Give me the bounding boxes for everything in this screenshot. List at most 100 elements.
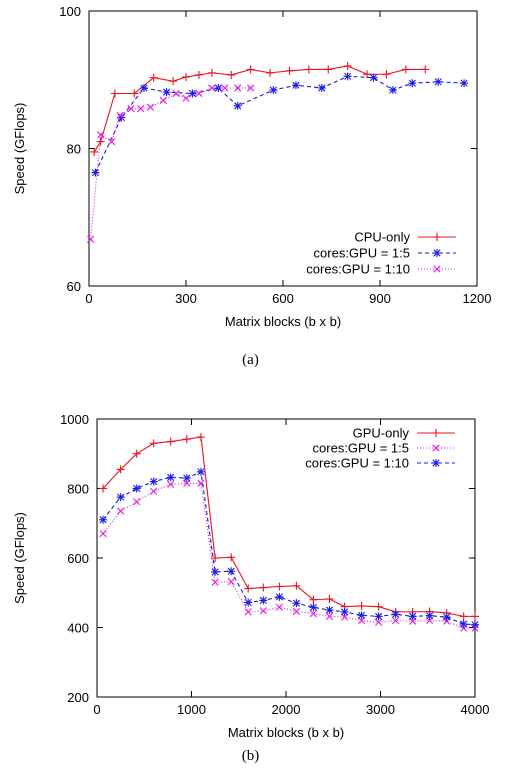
data-point [172,89,180,98]
data-point [146,103,155,111]
data-point [96,137,105,146]
data-point [357,611,366,620]
data-point [166,473,175,482]
data-point [227,567,236,576]
legend-marker [433,265,441,273]
series-b-3 [99,467,479,629]
data-point [247,84,255,92]
data-point [99,515,108,524]
data-point [375,618,383,626]
chart-b-svg: 0 1000 2000 3000 4000 200 400 600 800 1000 Matrix … [12,412,490,740]
data-point [391,610,400,619]
series-line [94,75,465,173]
x-axis-title-b: Matrix blocks (b x b) [228,725,344,740]
chart-panel-a: 0 300 600 900 1200 60 80 100 Matrix blocks (b x … [12,4,492,368]
series-a-2 [91,72,469,177]
data-point [341,613,349,621]
data-point [459,620,468,629]
data-point [363,70,372,79]
legend-label: GPU-only [353,426,410,441]
y-tick-label: 200 [67,690,89,705]
chart-b-caption: (b) [241,748,260,764]
data-point [211,554,220,562]
x-tick-label: 600 [272,291,294,306]
data-point [195,89,203,98]
data-point [130,89,139,98]
x-tick-label: 1200 [463,291,492,306]
chart-a-svg: 0 300 600 900 1200 60 80 100 Matrix blocks (b x … [12,4,492,329]
data-point [471,612,479,621]
data-point [149,73,158,82]
data-point [266,68,275,77]
legend-marker [432,429,440,437]
data-point [188,89,197,98]
data-point [211,567,220,576]
data-point [196,433,205,442]
data-point [374,602,383,611]
data-point [325,595,334,604]
data-point [234,84,242,92]
data-point [421,65,430,74]
data-point [357,601,366,610]
x-tick-label: 0 [85,291,92,306]
legend-marker [433,233,441,241]
data-point [369,73,378,82]
data-point [292,607,300,616]
data-point [132,449,141,458]
data-point [233,101,242,110]
data-point [194,70,203,79]
data-point [401,65,410,74]
series-b-2 [99,479,479,632]
y-tick-label: 80 [67,142,81,157]
data-point [246,65,255,74]
plot-frame-a [88,10,478,287]
data-point [116,465,125,474]
x-tick-label: 4000 [461,702,490,717]
data-point [116,111,124,120]
data-point [269,86,278,95]
data-point [169,77,178,86]
data-point [150,487,158,495]
legend-label: CPU-only [354,230,410,245]
data-point [159,96,167,104]
series-line [102,482,475,629]
x-tick-label: 2000 [272,702,301,717]
data-point [97,131,105,139]
data-point [108,138,116,146]
data-point [471,620,479,629]
y-tick-label: 60 [67,279,81,294]
data-point [227,578,235,586]
data-point [388,86,397,95]
data-point [244,608,252,616]
data-point [442,613,451,622]
data-point [275,582,284,591]
data-point [325,612,334,620]
data-point [434,77,443,86]
data-point [309,603,318,612]
data-point [309,610,317,618]
x-tick-label: 1000 [177,702,206,717]
data-point [460,79,469,88]
y-tick-label: 1000 [60,412,89,427]
data-point [259,607,267,615]
data-point [167,480,175,488]
data-point [90,147,99,156]
series-line [102,436,475,617]
series-a-3 [87,84,255,243]
data-point [127,105,135,113]
legend-label: cores:GPU = 1:5 [313,441,409,456]
series-a-1 [90,62,430,156]
x-tick-label: 900 [369,291,391,306]
data-point [182,474,191,483]
chart-panel-b: 0 1000 2000 3000 4000 200 400 600 800 1000 Matrix … [0,392,505,784]
data-point [259,583,268,592]
y-axis-title-a: Speed (GFlops) [12,103,27,195]
data-point [285,66,294,75]
data-point [227,70,236,79]
data-point [392,616,400,625]
data-point [343,62,352,70]
data-point [244,584,253,593]
data-point [317,84,326,92]
